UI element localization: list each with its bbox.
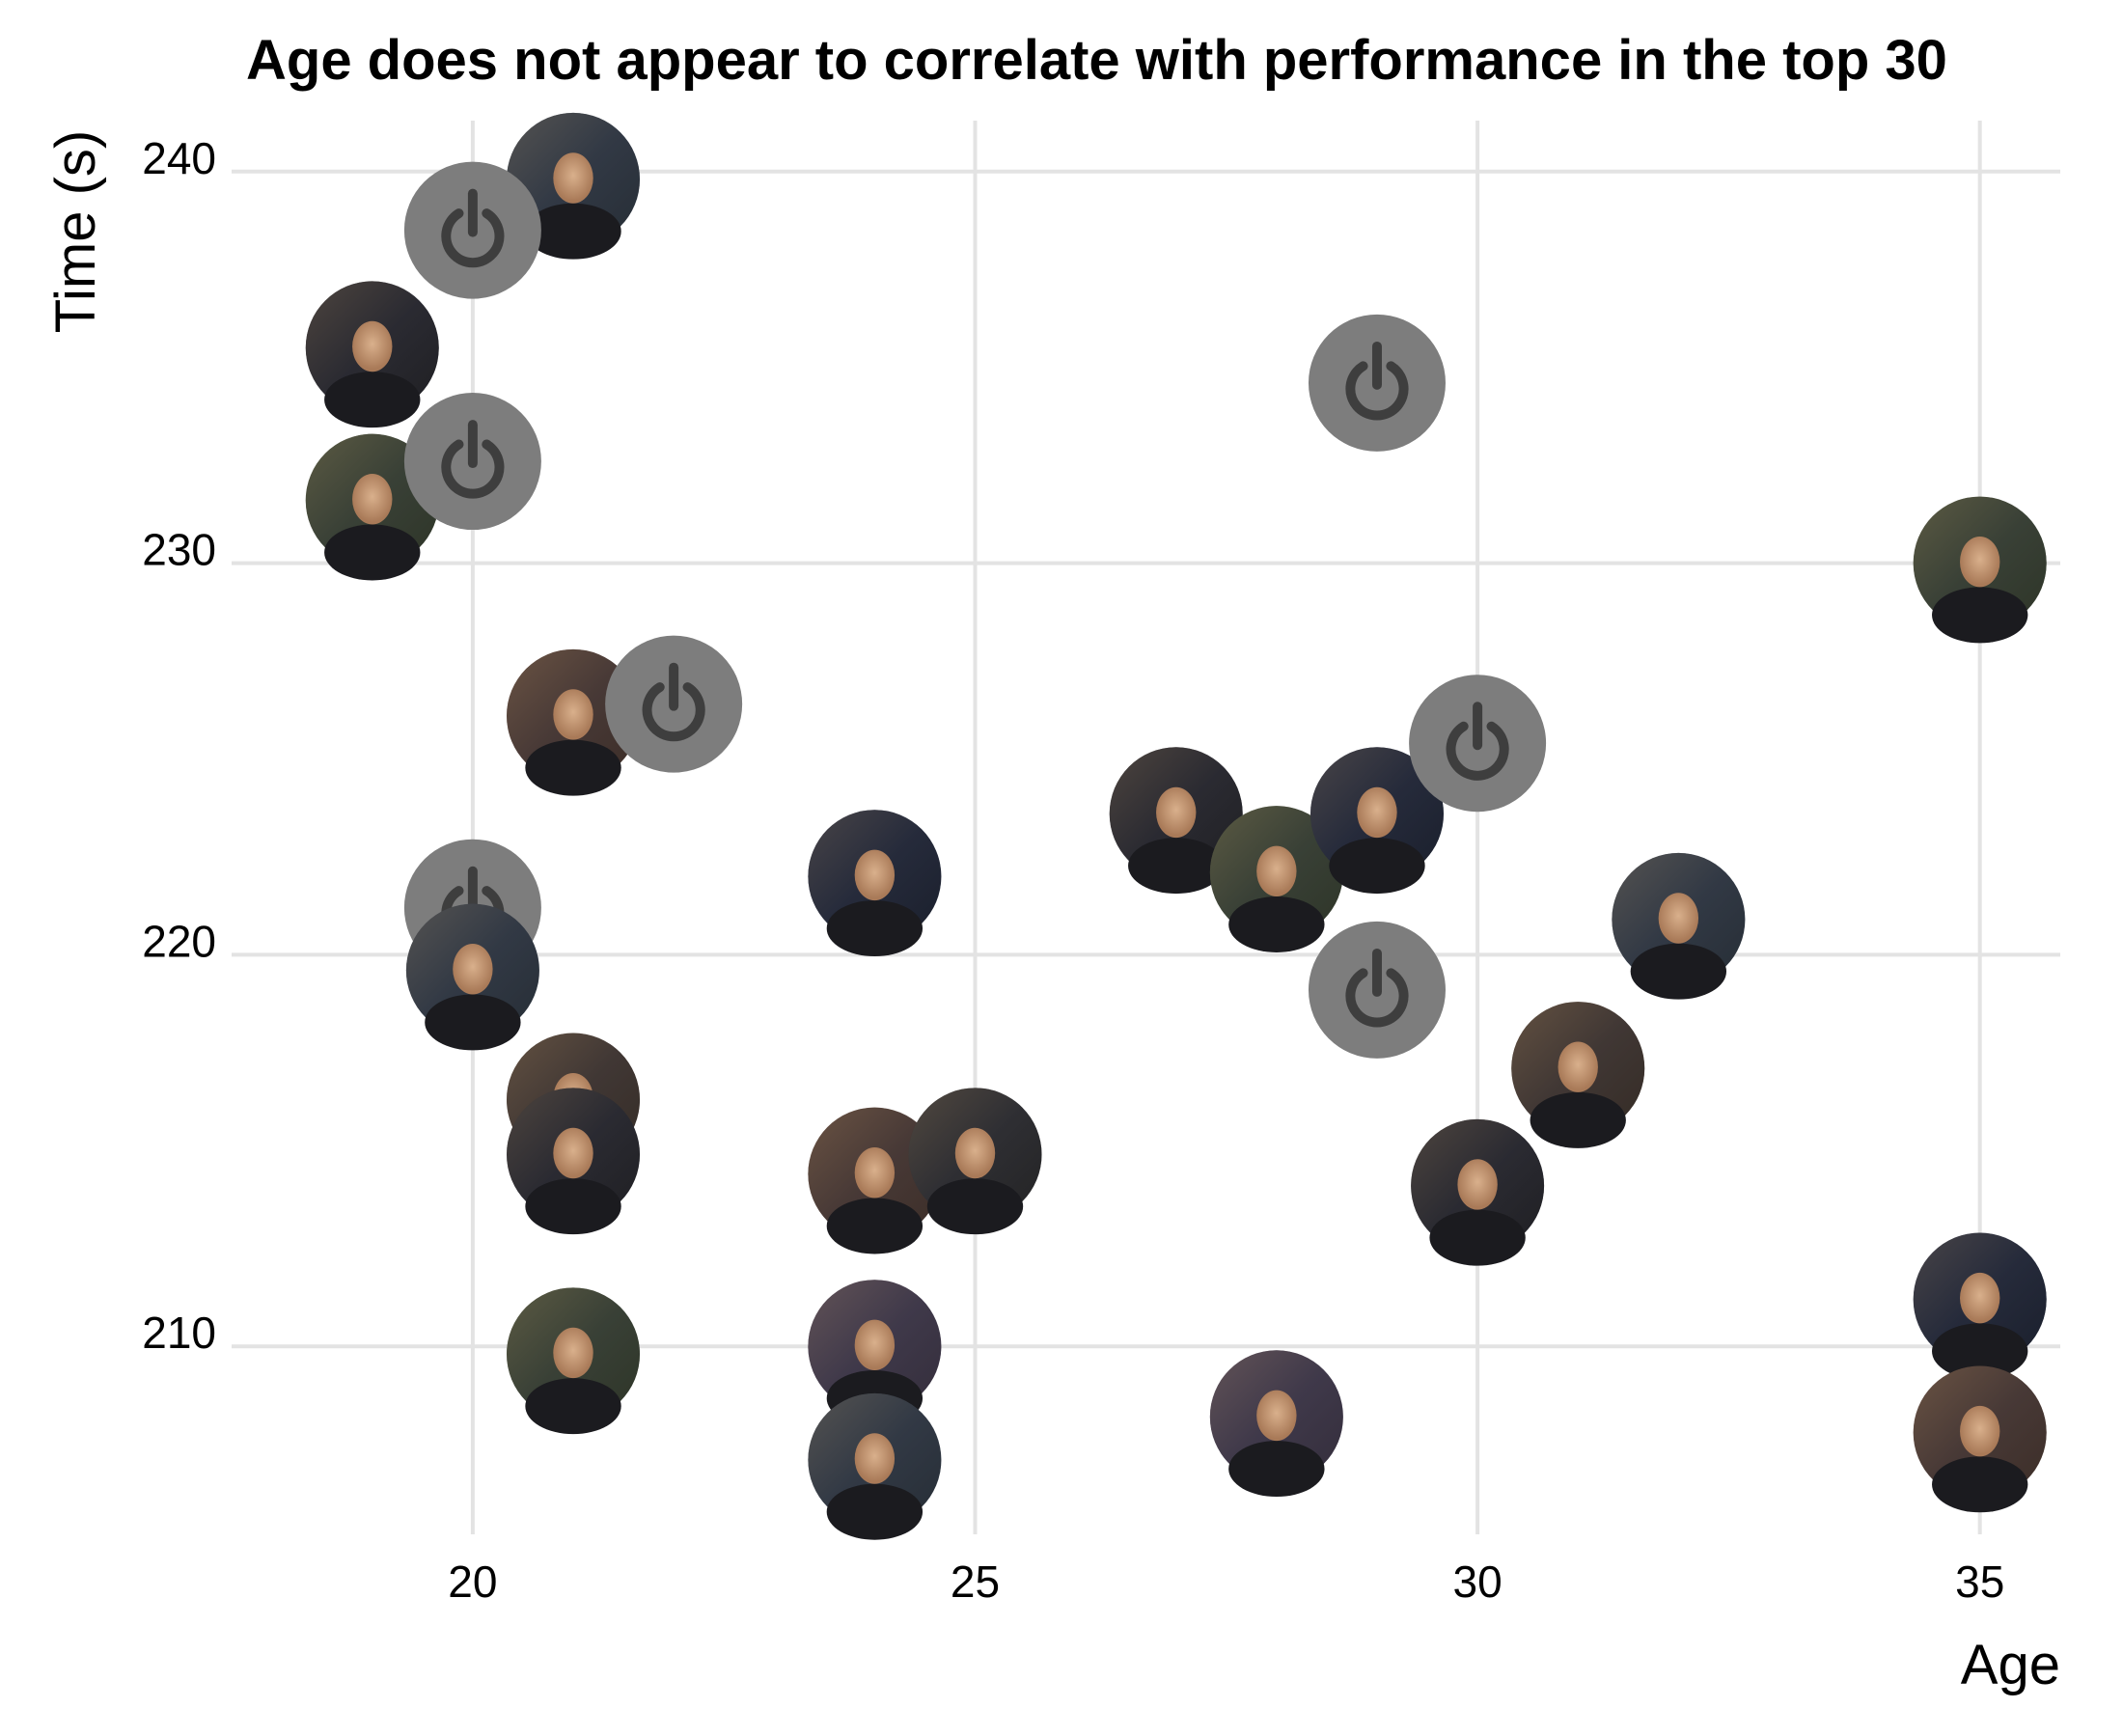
chart-title: Age does not appear to correlate with pe…: [246, 29, 1947, 92]
power-icon: [441, 439, 505, 499]
y-tick-label: 220: [142, 916, 216, 966]
rider-photo-point: [507, 1287, 641, 1435]
rider-photo-point: [808, 810, 942, 957]
portrait-face: [553, 689, 593, 740]
rider-photo-point: [1913, 1365, 2047, 1513]
portrait-face: [1658, 893, 1699, 944]
portrait-face: [1256, 1390, 1297, 1442]
tick-labels: 20 25 30 35 210 220 230 240: [142, 133, 2004, 1607]
rider-photo-point: [507, 112, 641, 260]
x-tick-label: 35: [1955, 1557, 2004, 1607]
y-tick-label: 230: [142, 525, 216, 575]
portrait-shoulders: [826, 1198, 924, 1254]
portrait-face: [1357, 786, 1397, 839]
power-icon: [1345, 361, 1409, 421]
portrait-face: [1256, 845, 1297, 897]
portrait-face: [1558, 1041, 1598, 1092]
portrait-shoulders: [826, 900, 924, 957]
placeholder-point: [403, 393, 541, 531]
portrait-shoulders: [1228, 1441, 1325, 1498]
x-axis-label: Age: [1961, 1634, 2060, 1696]
rider-photo-point: [1612, 852, 1746, 1000]
rider-photo-point: [507, 648, 641, 796]
portrait-shoulders: [1329, 838, 1425, 895]
portrait-shoulders: [1530, 1091, 1626, 1148]
portrait-shoulders: [525, 203, 621, 260]
portrait-shoulders: [1630, 943, 1727, 1000]
rider-photo-point: [1209, 806, 1343, 952]
portrait-shoulders: [1128, 838, 1225, 895]
portrait-shoulders: [1228, 896, 1325, 952]
y-axis-label: Time (s): [44, 130, 107, 333]
rider-photo-point: [1913, 1232, 2047, 1380]
portrait-shoulders: [1932, 587, 2028, 644]
x-tick-label: 30: [1453, 1557, 1503, 1607]
placeholder-point: [1308, 314, 1446, 452]
portrait-shoulders: [324, 372, 421, 428]
y-tick-label: 240: [142, 133, 216, 183]
rider-photo-point: [808, 1392, 942, 1540]
rider-photo-point: [1109, 747, 1243, 895]
power-icon: [642, 682, 705, 742]
rider-photo-point: [1913, 496, 2047, 644]
portrait-shoulders: [826, 1483, 924, 1540]
data-points: [305, 112, 2047, 1540]
placeholder-point: [1409, 675, 1547, 813]
portrait-face: [854, 849, 896, 901]
portrait-face: [954, 1127, 996, 1179]
portrait-face: [1156, 786, 1197, 839]
portrait-face: [1960, 536, 2000, 588]
portrait-face: [453, 944, 493, 995]
rider-photo-point: [507, 1088, 641, 1235]
portrait-shoulders: [525, 739, 621, 796]
portrait-face: [854, 1319, 896, 1371]
placeholder-point: [1308, 921, 1446, 1059]
portrait-shoulders: [1932, 1323, 2028, 1380]
y-tick-label: 210: [142, 1308, 216, 1358]
rider-photo-point: [808, 1107, 942, 1254]
portrait-face: [553, 1127, 593, 1179]
portrait-shoulders: [926, 1178, 1024, 1235]
placeholder-point: [605, 635, 743, 773]
rider-photo-point: [305, 281, 439, 428]
portrait-face: [1960, 1405, 2000, 1457]
portrait-face: [352, 474, 393, 525]
power-icon: [1345, 968, 1409, 1028]
placeholder-point: [403, 161, 541, 299]
portrait-shoulders: [425, 994, 521, 1051]
rider-photo-point: [808, 1280, 942, 1427]
rider-photo-point: [1209, 1350, 1343, 1498]
portrait-shoulders: [525, 1378, 621, 1435]
portrait-face: [553, 152, 593, 204]
portrait-shoulders: [525, 1178, 621, 1235]
portrait-face: [854, 1147, 896, 1199]
x-tick-label: 25: [951, 1557, 1000, 1607]
power-icon: [441, 208, 505, 268]
portrait-face: [352, 320, 393, 372]
rider-photo-point: [1411, 1118, 1545, 1266]
rider-photo-point: [1310, 747, 1444, 895]
portrait-face: [1457, 1159, 1498, 1210]
power-icon: [1446, 721, 1509, 781]
portrait-face: [1960, 1272, 2000, 1324]
portrait-face: [553, 1327, 593, 1379]
rider-photo-point: [1511, 1002, 1645, 1148]
portrait-shoulders: [324, 524, 421, 581]
rider-photo-point: [405, 903, 539, 1051]
x-tick-label: 20: [448, 1557, 497, 1607]
portrait-shoulders: [1932, 1456, 2028, 1513]
rider-photo-point: [908, 1088, 1042, 1235]
portrait-shoulders: [1429, 1209, 1526, 1266]
portrait-face: [854, 1433, 896, 1484]
